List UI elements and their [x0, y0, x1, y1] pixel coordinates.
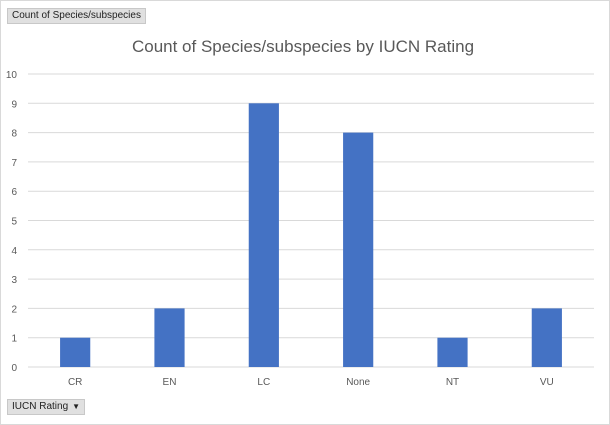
y-tick-label: 2: [11, 304, 17, 315]
dropdown-arrow-icon: ▼: [72, 402, 81, 411]
x-tick-label: LC: [257, 377, 270, 388]
value-field-label: Count of Species/subspecies: [12, 10, 141, 21]
chart-title: Count of Species/subspecies by IUCN Rati…: [132, 37, 474, 56]
value-field-button[interactable]: Count of Species/subspecies: [7, 8, 146, 24]
y-tick-label: 1: [11, 334, 17, 345]
bar-en: [154, 308, 185, 367]
y-tick-label: 9: [11, 99, 17, 110]
x-tick-label: CR: [68, 377, 82, 388]
y-tick-label: 7: [11, 158, 17, 169]
x-tick-label: NT: [446, 377, 459, 388]
x-tick-label: EN: [163, 377, 177, 388]
y-tick-label: 6: [11, 187, 17, 198]
y-tick-label: 10: [6, 70, 18, 81]
y-tick-label: 0: [11, 363, 17, 374]
bar-none: [343, 132, 374, 367]
axis-field-button[interactable]: IUCN Rating ▼: [7, 399, 86, 415]
x-tick-label: None: [346, 377, 370, 388]
bar-nt: [437, 337, 468, 367]
y-tick-labels: 0 1 2 3 4 5 6 7 8 9 10: [6, 70, 18, 374]
gridlines: [28, 73, 594, 368]
bar-vu: [531, 308, 562, 367]
x-tick-labels: CR EN LC None NT VU: [68, 377, 554, 388]
y-tick-label: 4: [11, 246, 17, 257]
bar-cr: [60, 337, 91, 367]
bars: [60, 103, 562, 368]
axis-field-label: IUCN Rating: [12, 401, 69, 412]
y-tick-label: 5: [11, 217, 17, 228]
x-tick-label: VU: [540, 377, 554, 388]
y-tick-label: 3: [11, 275, 17, 286]
y-tick-label: 8: [11, 129, 17, 140]
bar-lc: [248, 103, 279, 368]
